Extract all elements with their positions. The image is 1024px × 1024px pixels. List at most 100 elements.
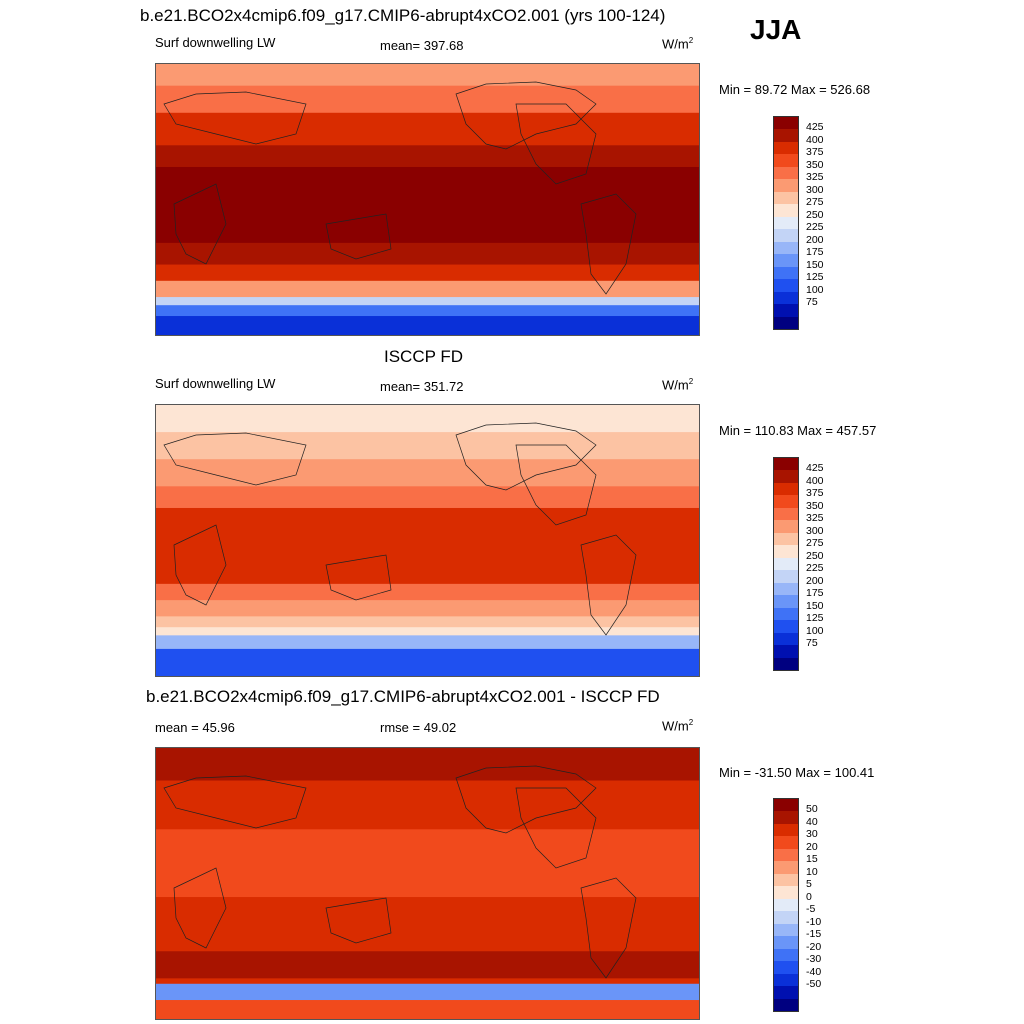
colorbar-swatch bbox=[774, 570, 798, 583]
colorbar-swatch bbox=[774, 948, 798, 962]
colorbar-swatch bbox=[774, 279, 798, 292]
coastline bbox=[325, 554, 392, 601]
panel-3-mean-label: mean = 45.96 bbox=[155, 720, 235, 735]
contour-band bbox=[156, 951, 699, 979]
colorbar-swatch bbox=[774, 607, 798, 621]
colorbar-tick-label: 225 bbox=[806, 562, 824, 575]
contour-band bbox=[156, 1000, 699, 1019]
season-label: JJA bbox=[750, 14, 802, 45]
colorbar-swatch bbox=[774, 923, 798, 937]
colorbar-tick-label: 100 bbox=[806, 624, 824, 637]
colorbar-swatch bbox=[774, 799, 798, 812]
contour-band bbox=[156, 635, 699, 650]
panel-1-variable-label: Surf downwelling LW bbox=[155, 35, 276, 50]
colorbar-swatch bbox=[774, 166, 798, 180]
colorbar-tick-label: 175 bbox=[806, 246, 824, 259]
coastline bbox=[580, 193, 637, 295]
panel-3-map bbox=[155, 747, 700, 1020]
colorbar-tick-label: 425 bbox=[806, 121, 824, 134]
colorbar-tick-label: 30 bbox=[806, 828, 818, 841]
colorbar-tick-label: 375 bbox=[806, 487, 824, 500]
colorbar-swatch bbox=[774, 811, 798, 824]
colorbar-tick-label: 125 bbox=[806, 612, 824, 625]
contour-band bbox=[156, 145, 699, 168]
coastline bbox=[580, 877, 637, 979]
coastline bbox=[455, 765, 597, 834]
contour-band bbox=[156, 978, 699, 985]
colorbar-swatch bbox=[774, 657, 798, 670]
colorbar-swatch bbox=[774, 595, 798, 608]
colorbar-tick-label: 275 bbox=[806, 537, 824, 550]
contour-band bbox=[156, 600, 699, 617]
colorbar-swatch bbox=[774, 898, 798, 912]
panel-2-title: ISCCP FD bbox=[384, 347, 464, 366]
colorbar-tick-label: 350 bbox=[806, 158, 824, 171]
colorbar-swatch bbox=[774, 216, 798, 230]
contour-band bbox=[156, 459, 699, 487]
contour-band bbox=[156, 166, 699, 244]
colorbar-tick-label: -10 bbox=[806, 915, 822, 928]
colorbar-tick-label: 50 bbox=[806, 803, 818, 816]
colorbar-swatch bbox=[774, 836, 798, 849]
colorbar-tick-label: 200 bbox=[806, 233, 824, 246]
colorbar-swatch bbox=[774, 645, 798, 658]
contour-band bbox=[156, 583, 699, 601]
panel-1-units: W/m2 bbox=[662, 36, 694, 52]
coastline bbox=[325, 213, 392, 260]
colorbar-swatch bbox=[774, 886, 798, 899]
colorbar-swatch bbox=[774, 961, 798, 974]
colorbar-tick-label: -50 bbox=[806, 978, 822, 991]
contour-band bbox=[156, 264, 699, 282]
colorbar-swatch bbox=[774, 154, 798, 167]
colorbar-swatch bbox=[774, 986, 798, 999]
colorbar-swatch bbox=[774, 291, 798, 305]
panel-2-colorbar bbox=[773, 457, 799, 671]
contour-band bbox=[156, 486, 699, 509]
colorbar-tick-label: -15 bbox=[806, 928, 822, 941]
colorbar-swatch bbox=[774, 129, 798, 142]
colorbar-tick-label: 150 bbox=[806, 599, 824, 612]
colorbar-tick-label: -40 bbox=[806, 965, 822, 978]
colorbar-swatch bbox=[774, 229, 798, 242]
colorbar-tick-label: 425 bbox=[806, 462, 824, 475]
coastline bbox=[173, 183, 227, 265]
contour-band bbox=[156, 983, 699, 1001]
colorbar-tick-label: 300 bbox=[806, 183, 824, 196]
colorbar-tick-label: 150 bbox=[806, 258, 824, 271]
colorbar-tick-label: 75 bbox=[806, 637, 818, 650]
colorbar-tick-label: 175 bbox=[806, 587, 824, 600]
colorbar-swatch bbox=[774, 482, 798, 496]
coastline bbox=[455, 422, 597, 491]
colorbar-swatch bbox=[774, 470, 798, 483]
panel-1-map-field bbox=[156, 64, 699, 335]
contour-band bbox=[156, 405, 699, 433]
colorbar-swatch bbox=[774, 545, 798, 558]
coastline bbox=[325, 897, 392, 944]
colorbar-tick-label: 5 bbox=[806, 878, 812, 891]
colorbar-tick-label: 250 bbox=[806, 208, 824, 221]
panel-2-minmax: Min = 110.83 Max = 457.57 bbox=[719, 423, 877, 438]
panel-2-units: W/m2 bbox=[662, 377, 694, 393]
colorbar-swatch bbox=[774, 532, 798, 546]
colorbar-swatch bbox=[774, 507, 798, 521]
panel-1-colorbar bbox=[773, 116, 799, 330]
coastline bbox=[173, 867, 227, 949]
panel-3-colorbar bbox=[773, 798, 799, 1012]
contour-band bbox=[156, 305, 699, 317]
contour-band bbox=[156, 280, 699, 298]
colorbar-tick-label: 300 bbox=[806, 524, 824, 537]
colorbar-tick-label: 275 bbox=[806, 196, 824, 209]
coastline bbox=[455, 81, 597, 150]
colorbar-tick-label: 225 bbox=[806, 221, 824, 234]
coastline bbox=[163, 775, 307, 829]
coastline bbox=[515, 103, 597, 185]
contour-band bbox=[156, 748, 699, 782]
coastline bbox=[515, 444, 597, 526]
colorbar-tick-label: 375 bbox=[806, 146, 824, 159]
colorbar-swatch bbox=[774, 620, 798, 633]
panel-1-minmax: Min = 89.72 Max = 526.68 bbox=[719, 82, 871, 97]
panel-3-map-field bbox=[156, 748, 699, 1019]
coastline bbox=[173, 524, 227, 606]
colorbar-tick-label: 125 bbox=[806, 271, 824, 284]
colorbar-swatch bbox=[774, 117, 798, 130]
